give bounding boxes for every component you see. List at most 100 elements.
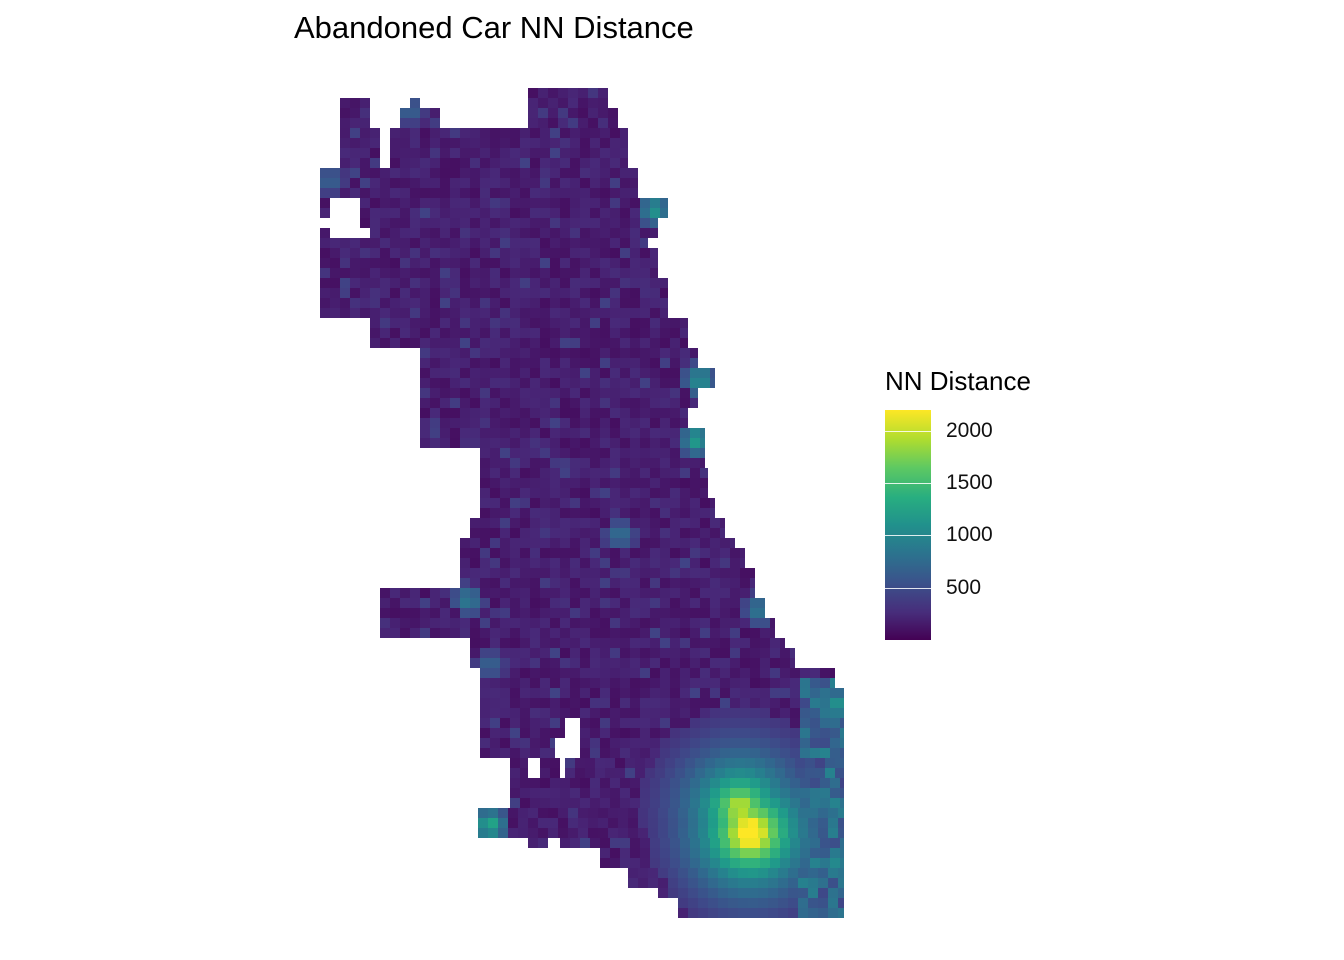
heatmap-cell <box>748 868 758 878</box>
heatmap-cell <box>530 208 540 218</box>
heatmap-cell <box>520 668 530 678</box>
heatmap-cell <box>660 518 670 528</box>
heatmap-cell <box>420 258 430 268</box>
heatmap-cell <box>670 438 680 448</box>
heatmap-cell <box>600 338 610 348</box>
heatmap-cell <box>578 818 588 828</box>
heatmap-cell <box>520 548 530 558</box>
heatmap-cell <box>760 628 770 638</box>
heatmap-cell <box>330 168 340 178</box>
heatmap-cell <box>755 758 765 768</box>
heatmap-cell <box>810 728 820 738</box>
heatmap-cell <box>410 98 420 108</box>
heatmap-cell <box>500 368 510 378</box>
heatmap-cell <box>710 708 720 718</box>
heatmap-cell <box>810 778 820 788</box>
heatmap-cell <box>640 628 650 638</box>
heatmap-cell <box>550 158 560 168</box>
heatmap-cell <box>570 478 580 488</box>
heatmap-cell <box>500 678 510 688</box>
heatmap-cell <box>460 348 470 358</box>
heatmap-cell <box>510 468 520 478</box>
heatmap-cell <box>720 778 730 788</box>
heatmap-cell <box>738 888 748 898</box>
heatmap-cell <box>400 608 410 618</box>
heatmap-cell <box>660 398 670 408</box>
heatmap-cell <box>480 508 490 518</box>
heatmap-cell <box>590 148 600 158</box>
heatmap-cell <box>370 318 380 328</box>
heatmap-cell <box>450 258 460 268</box>
heatmap-cell <box>360 198 370 208</box>
heatmap-cell <box>690 388 698 398</box>
heatmap-cell <box>680 328 688 338</box>
heatmap-cell <box>620 328 630 338</box>
heatmap-cell <box>330 288 340 298</box>
heatmap-cell <box>550 528 560 538</box>
heatmap-cell <box>640 618 650 628</box>
heatmap-cell <box>350 278 360 288</box>
heatmap-cell <box>730 778 740 788</box>
heatmap-cell <box>630 408 640 418</box>
heatmap-cell <box>608 118 618 128</box>
heatmap-cell <box>570 238 580 248</box>
heatmap-cell <box>610 278 620 288</box>
heatmap-cell <box>810 718 820 728</box>
heatmap-cell <box>560 408 570 418</box>
heatmap-cell <box>610 538 620 548</box>
heatmap-cell <box>540 298 550 308</box>
heatmap-cell <box>788 868 798 878</box>
heatmap-cell <box>620 598 630 608</box>
heatmap-cell <box>678 808 688 818</box>
heatmap-cell <box>600 458 610 468</box>
heatmap-cell <box>560 558 570 568</box>
heatmap-cell <box>490 168 500 178</box>
heatmap-cell <box>750 728 760 738</box>
heatmap-cell <box>520 408 530 418</box>
heatmap-cell <box>740 628 750 638</box>
heatmap-cell <box>400 178 410 188</box>
heatmap-cell <box>568 118 578 128</box>
heatmap-cell <box>680 468 690 478</box>
heatmap-cell <box>805 768 815 778</box>
heatmap-cell <box>630 628 640 638</box>
heatmap-cell <box>510 438 520 448</box>
heatmap-cell <box>540 648 550 658</box>
heatmap-cell <box>430 358 440 368</box>
heatmap-cell <box>700 448 705 458</box>
heatmap-cell <box>520 638 530 648</box>
heatmap-cell <box>360 208 370 218</box>
heatmap-cell <box>420 428 430 438</box>
heatmap-cell <box>410 298 420 308</box>
heatmap-cell <box>538 818 548 828</box>
heatmap-cell <box>590 458 600 468</box>
heatmap-cell <box>728 888 738 898</box>
heatmap-cell <box>540 628 550 638</box>
heatmap-cell <box>390 328 400 338</box>
heatmap-cell <box>550 418 560 428</box>
heatmap-cell <box>620 318 630 328</box>
heatmap-cell <box>580 558 590 568</box>
heatmap-cell <box>540 388 550 398</box>
heatmap-cell <box>810 788 820 798</box>
heatmap-cell <box>490 328 500 338</box>
heatmap-cell <box>510 388 520 398</box>
heatmap-cell <box>520 188 530 198</box>
heatmap-cell <box>740 688 750 698</box>
heatmap-cell <box>530 508 540 518</box>
heatmap-cell <box>768 888 778 898</box>
heatmap-cell <box>560 338 570 348</box>
heatmap-cell <box>370 208 380 218</box>
heatmap-cell <box>838 818 844 828</box>
heatmap-cell <box>550 408 560 418</box>
heatmap-cell <box>560 838 570 848</box>
heatmap-cell <box>640 608 650 618</box>
heatmap-cell <box>490 398 500 408</box>
heatmap-cell <box>720 598 730 608</box>
heatmap-cell <box>690 648 700 658</box>
heatmap-cell <box>560 298 570 308</box>
heatmap-cell <box>480 378 490 388</box>
heatmap-cell <box>568 108 578 118</box>
heatmap-cell <box>808 818 818 828</box>
heatmap-cell <box>660 368 670 378</box>
